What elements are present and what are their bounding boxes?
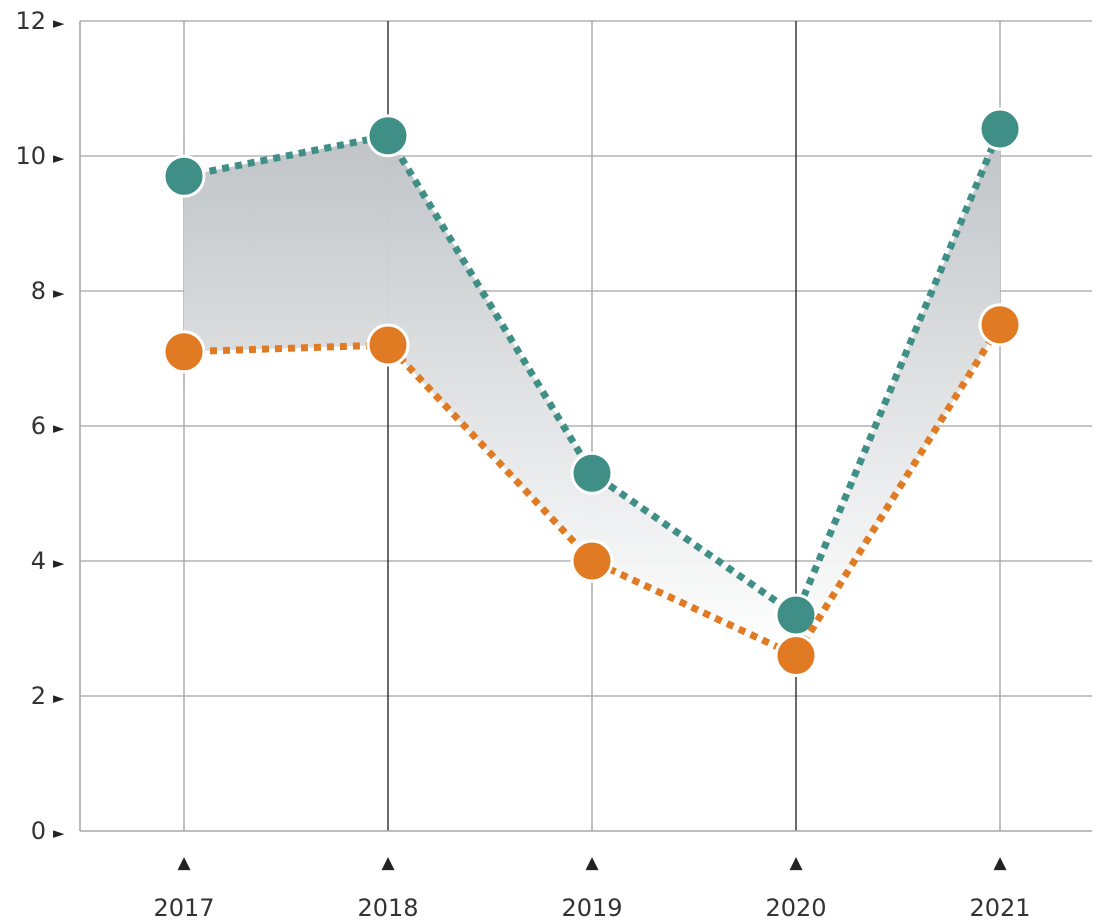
y-tick-label-12: 12 (15, 7, 46, 35)
y-tick-marker-icon: ► (53, 14, 65, 32)
x-tick-marker-icon: ▲ (585, 853, 599, 873)
x-tick-label-2019: 2019 (561, 894, 622, 922)
x-tick-label-2017: 2017 (153, 894, 214, 922)
y-tick-label-4: 4 (31, 547, 46, 575)
x-tick-marker-icon: ▲ (993, 853, 1007, 873)
y-tick-label-8: 8 (31, 277, 46, 305)
series-2-point-2017 (162, 330, 206, 374)
x-tick-marker-icon: ▲ (381, 853, 395, 873)
y-tick-marker-icon: ► (53, 824, 65, 842)
series-2-point-2020 (774, 634, 818, 677)
series-1-point-2021 (978, 107, 1022, 151)
y-tick-label-10: 10 (15, 142, 46, 170)
grid (80, 20, 1092, 831)
x-tick-marker-icon: ▲ (177, 853, 191, 873)
x-tick-label-2018: 2018 (357, 894, 418, 922)
x-tick-marker-icon: ▲ (789, 853, 803, 873)
y-tick-label-6: 6 (31, 412, 46, 440)
x-tick-label-2020: 2020 (765, 894, 826, 922)
y-tick-marker-icon: ► (53, 149, 65, 167)
y-tick-label-2: 2 (31, 682, 46, 710)
area-between-series (184, 129, 1000, 656)
shaded-band (184, 129, 1000, 656)
series-2-point-2019 (570, 539, 614, 583)
y-tick-marker-icon: ► (53, 284, 65, 302)
series-1-point-2019 (570, 451, 614, 495)
series-1-point-2017 (162, 154, 206, 198)
y-tick-label-0: 0 (31, 817, 46, 845)
x-tick-label-2021: 2021 (969, 894, 1030, 922)
series-group (162, 107, 1022, 677)
y-tick-marker-icon: ► (53, 689, 65, 707)
series-1-point-2018 (366, 114, 410, 158)
y-tick-marker-icon: ► (53, 419, 65, 437)
axes: 0 ► 2 ► 4 ► 6 ► 8 ► 10 ► 12 ► ▲ 2017 ▲ 2018 ▲ 2019 ▲ 2020 ▲ 202… (15, 7, 1092, 922)
series-2-point-2018 (366, 323, 410, 367)
series-2-point-2021 (978, 303, 1022, 347)
series-2-line (183, 322, 1003, 659)
y-tick-marker-icon: ► (53, 554, 65, 572)
